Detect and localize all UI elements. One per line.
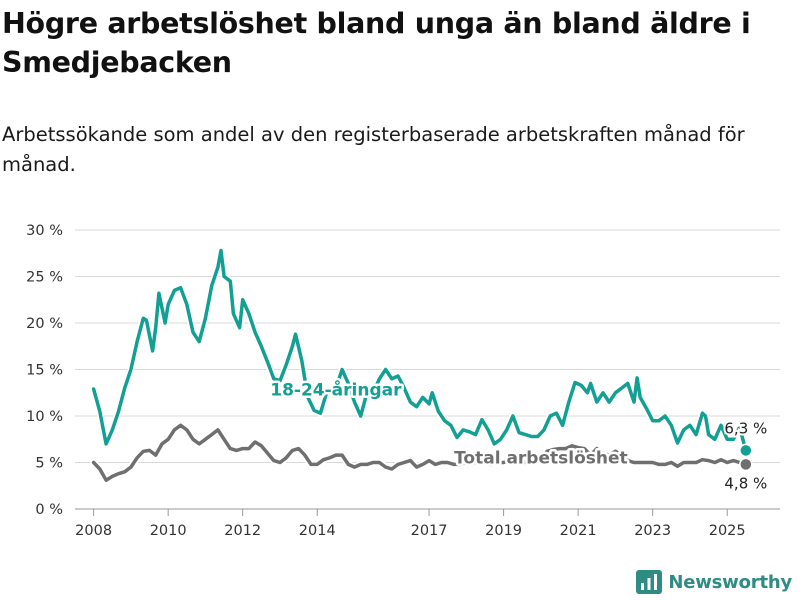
y-axis-ticks: 0 % 5 % 10 % 15 % 20 % 25 % 30 % <box>26 223 63 518</box>
series-end-point <box>739 457 753 472</box>
x-tick-label: 2019 <box>485 523 522 539</box>
newsworthy-brand[interactable]: Newsworthy <box>636 570 792 594</box>
series-end-label: 4,8 % <box>724 474 767 492</box>
x-tick-label: 2010 <box>150 523 187 539</box>
x-tick-label: 2023 <box>634 523 671 539</box>
series-line-total <box>91 423 748 482</box>
brand-name: Newsworthy <box>668 571 792 593</box>
series-labels: 4,8 % 6,3 % 18-24-åringar Total arbetslöshe… <box>268 376 770 494</box>
x-tick-label: 2012 <box>224 523 261 539</box>
series-line-halo <box>90 247 750 454</box>
y-tick-label: 0 % <box>35 502 63 518</box>
y-tick-label: 15 % <box>26 363 63 379</box>
chart-title: Högre arbetslöshet bland unga än bland ä… <box>2 7 751 79</box>
x-tick-label: 2021 <box>560 523 597 539</box>
series-annotation: Total arbetslöshet <box>454 448 628 468</box>
x-tick-label: 2008 <box>75 523 112 539</box>
chart-subtitle: Arbetssökande som andel av den registerb… <box>2 123 745 176</box>
series-line-halo <box>90 421 750 484</box>
x-tick-label: 2017 <box>411 523 448 539</box>
y-tick-label: 30 % <box>26 223 63 239</box>
series-lines <box>90 247 753 484</box>
line-chart: 0 %5 %10 %15 %20 %25 %30 % 2008 2010 2012 2… <box>26 223 780 539</box>
series-end-label: 6,3 % <box>724 419 767 437</box>
y-tick-label: 5 % <box>35 456 63 472</box>
series-end-point <box>739 443 753 458</box>
x-tick-label: 2014 <box>299 523 336 539</box>
y-tick-label: 25 % <box>26 270 63 286</box>
x-axis-ticks: 2008 2010 2012 2014 2017 2019 2021 2023 2025 <box>75 509 746 539</box>
series-annotation: 18-24-åringar <box>270 379 402 401</box>
bar-chart-logo-icon <box>636 570 663 594</box>
series-line-young <box>91 248 748 453</box>
y-tick-label: 20 % <box>26 316 63 332</box>
x-tick-label: 2025 <box>709 523 746 539</box>
y-tick-label: 10 % <box>26 409 63 425</box>
